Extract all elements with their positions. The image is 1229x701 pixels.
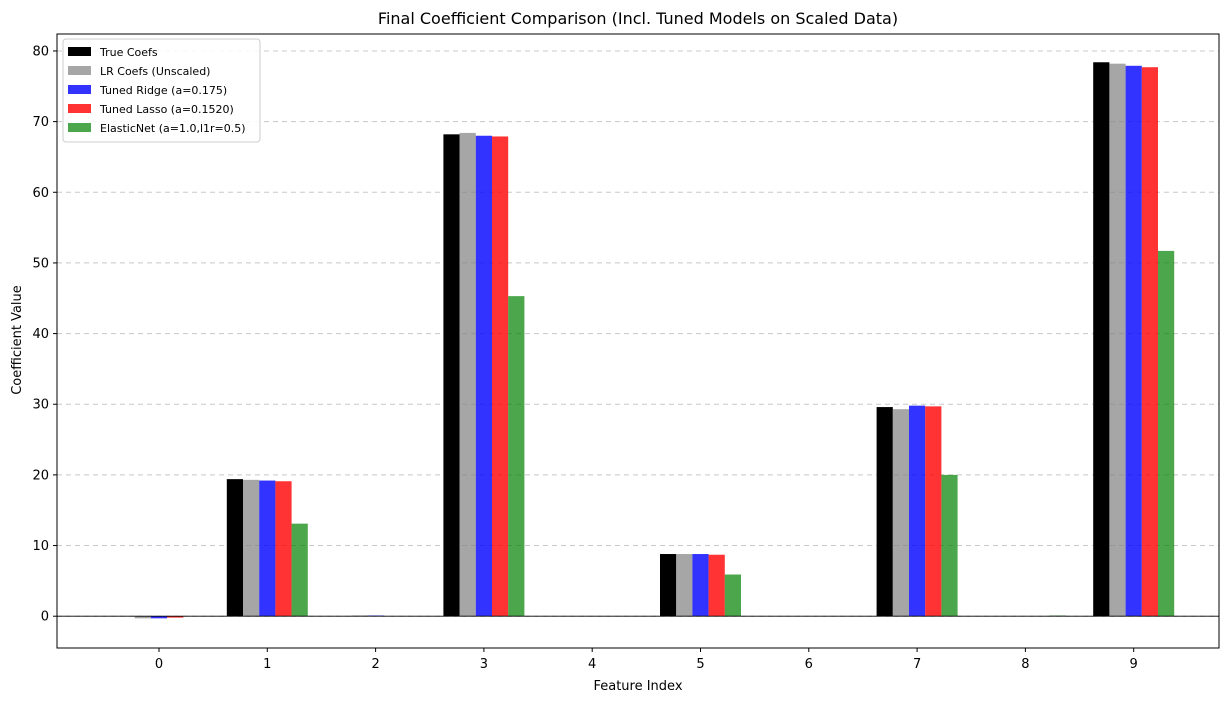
bar-true-coefs-3 xyxy=(443,134,460,617)
x-tick-label: 8 xyxy=(1021,657,1029,672)
bar-tuned-ridge-a-0-175--3 xyxy=(475,135,492,617)
bar-elasticnet-a-1-0-l1r-0-5--3 xyxy=(508,296,525,617)
bar-tuned-lasso-a-0-1520--5 xyxy=(708,554,725,617)
legend-swatch xyxy=(68,47,91,56)
bar-tuned-ridge-a-0-175--5 xyxy=(692,554,709,617)
x-tick-label: 9 xyxy=(1130,657,1138,672)
x-tick-label: 7 xyxy=(913,657,921,672)
x-tick-label: 0 xyxy=(155,657,163,672)
bar-lr-coefs-unscaled--1 xyxy=(243,479,260,617)
bar-true-coefs-7 xyxy=(876,407,893,617)
legend-entry: ElasticNet (a=1.0,l1r=0.5) xyxy=(100,122,246,135)
bar-tuned-ridge-a-0-175--0 xyxy=(150,616,168,619)
legend-swatch xyxy=(68,85,91,94)
chart-title: Final Coefficient Comparison (Incl. Tune… xyxy=(378,9,898,28)
bar-lr-coefs-unscaled--3 xyxy=(459,132,476,617)
bar-lr-coefs-unscaled--5 xyxy=(676,554,693,617)
x-axis-label: Feature Index xyxy=(593,679,682,694)
bar-tuned-ridge-a-0-175--9 xyxy=(1125,65,1142,617)
legend-box xyxy=(62,38,261,143)
bars-group xyxy=(134,62,1175,619)
bar-lr-coefs-unscaled--9 xyxy=(1109,63,1126,617)
x-tick-label: 5 xyxy=(696,657,704,672)
bar-tuned-lasso-a-0-1520--1 xyxy=(275,481,292,617)
y-tick-label: 60 xyxy=(32,186,49,201)
bar-elasticnet-a-1-0-l1r-0-5--9 xyxy=(1158,250,1175,617)
legend-swatch xyxy=(68,123,91,132)
legend-entry: Tuned Lasso (a=0.1520) xyxy=(99,103,234,116)
bar-lr-coefs-unscaled--0 xyxy=(134,616,151,619)
y-tick-label: 40 xyxy=(32,327,49,342)
bar-elasticnet-a-1-0-l1r-0-5--7 xyxy=(941,474,958,617)
y-axis-label: Coefficient Value xyxy=(10,285,25,395)
legend-entry: LR Coefs (Unscaled) xyxy=(100,65,210,78)
y-tick-label: 30 xyxy=(32,398,49,413)
bar-tuned-lasso-a-0-1520--7 xyxy=(925,406,942,617)
x-tick-label: 3 xyxy=(480,657,488,672)
bar-tuned-ridge-a-0-175--1 xyxy=(259,480,276,617)
axes: 0 10 20 30 40 50 60 70 80 0 1 2 3 4 5 6 7 8 9 xyxy=(32,33,1220,672)
legend: True Coefs LR Coefs (Unscaled) Tuned Ridge… xyxy=(62,38,261,143)
y-tick-label: 0 xyxy=(41,610,49,625)
bar-true-coefs-1 xyxy=(226,479,243,617)
plot-frame xyxy=(56,33,1220,649)
bar-tuned-lasso-a-0-1520--3 xyxy=(492,136,509,617)
x-tick-label: 2 xyxy=(371,657,379,672)
y-tick-label: 10 xyxy=(32,539,49,554)
bar-true-coefs-5 xyxy=(660,554,677,617)
bar-tuned-lasso-a-0-1520--9 xyxy=(1141,67,1158,617)
legend-entry: Tuned Ridge (a=0.175) xyxy=(99,84,227,97)
y-tick-label: 70 xyxy=(32,115,49,130)
x-tick-label: 4 xyxy=(588,657,596,672)
bar-lr-coefs-unscaled--7 xyxy=(892,409,909,617)
legend-swatch xyxy=(68,104,91,113)
bar-elasticnet-a-1-0-l1r-0-5--1 xyxy=(291,523,308,617)
bar-tuned-ridge-a-0-175--7 xyxy=(909,405,926,617)
x-tick-label: 6 xyxy=(805,657,813,672)
bar-elasticnet-a-1-0-l1r-0-5--5 xyxy=(724,574,741,617)
y-tick-label: 20 xyxy=(32,468,49,483)
x-tick-label: 1 xyxy=(263,657,271,672)
y-tick-label: 80 xyxy=(32,44,49,59)
legend-swatch xyxy=(68,66,91,75)
legend-entry: True Coefs xyxy=(99,46,158,59)
bar-true-coefs-9 xyxy=(1093,62,1110,617)
y-tick-label: 50 xyxy=(32,256,49,271)
bar-tuned-lasso-a-0-1520--0 xyxy=(167,616,184,618)
